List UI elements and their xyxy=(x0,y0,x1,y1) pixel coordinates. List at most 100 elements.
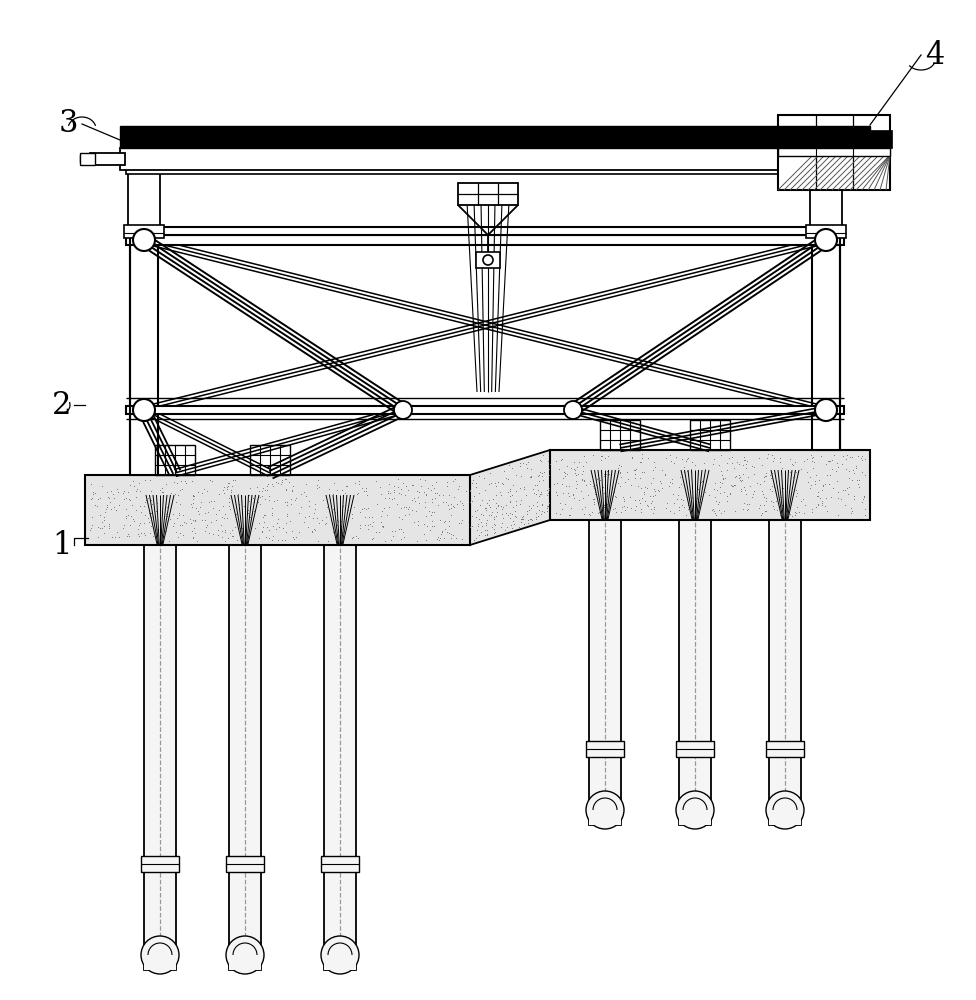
Point xyxy=(450,481,466,497)
Point xyxy=(766,479,782,495)
Point xyxy=(651,482,667,498)
Point xyxy=(201,494,217,510)
Point xyxy=(825,461,840,477)
Point xyxy=(454,512,469,528)
Point xyxy=(188,500,204,516)
Point xyxy=(218,533,233,549)
Point xyxy=(382,476,397,492)
Point xyxy=(435,487,451,503)
Point xyxy=(567,462,583,478)
Point xyxy=(170,487,185,503)
Point xyxy=(844,503,860,519)
Point xyxy=(578,499,593,515)
Point xyxy=(567,465,583,481)
Point xyxy=(264,476,280,492)
Point xyxy=(168,494,183,510)
Point xyxy=(288,529,304,545)
Point xyxy=(841,463,857,479)
Point xyxy=(486,509,502,525)
Point xyxy=(740,453,755,469)
Point xyxy=(246,494,262,510)
Point xyxy=(690,481,706,497)
Circle shape xyxy=(815,399,837,421)
Point xyxy=(500,519,515,535)
Point xyxy=(204,514,220,530)
Point xyxy=(684,489,700,505)
Point xyxy=(108,502,124,518)
Point xyxy=(143,509,159,525)
Point xyxy=(241,487,257,503)
Point xyxy=(488,508,504,524)
Point xyxy=(512,480,528,496)
Point xyxy=(466,472,481,488)
Point xyxy=(810,496,826,512)
Point xyxy=(209,512,224,528)
Point xyxy=(250,494,265,510)
Point xyxy=(514,508,530,524)
Point xyxy=(121,507,137,523)
Point xyxy=(115,520,131,536)
Point xyxy=(121,528,137,544)
Point xyxy=(807,473,823,489)
Point xyxy=(815,493,831,509)
Point xyxy=(691,494,707,510)
Point xyxy=(96,512,111,528)
Point xyxy=(568,480,584,496)
Point xyxy=(808,467,824,483)
Point xyxy=(758,493,774,509)
Point xyxy=(252,483,267,499)
Point xyxy=(441,501,457,517)
Point xyxy=(838,451,854,467)
Point xyxy=(755,486,771,502)
Point xyxy=(418,508,433,524)
Point xyxy=(540,485,555,501)
Point xyxy=(265,518,281,534)
Point xyxy=(582,473,597,489)
Point xyxy=(500,484,515,500)
Point xyxy=(551,506,567,522)
Point xyxy=(750,475,765,491)
Point xyxy=(96,518,111,534)
Point xyxy=(270,511,286,527)
Point xyxy=(533,506,549,522)
Point xyxy=(159,499,175,515)
Point xyxy=(518,487,534,503)
Point xyxy=(607,488,623,504)
Point xyxy=(772,454,788,470)
Point xyxy=(738,456,753,472)
Point xyxy=(410,517,426,533)
Point xyxy=(712,479,728,495)
Point xyxy=(130,521,145,537)
Point xyxy=(437,521,453,537)
Point xyxy=(588,482,603,498)
Point xyxy=(360,500,376,516)
Point xyxy=(600,448,616,464)
Point xyxy=(561,478,577,494)
Point xyxy=(549,505,564,521)
Circle shape xyxy=(133,229,155,251)
Point xyxy=(536,447,551,463)
Point xyxy=(424,507,439,523)
Point xyxy=(646,499,662,515)
Point xyxy=(481,507,497,523)
Point xyxy=(365,514,381,530)
Point xyxy=(208,506,224,522)
Circle shape xyxy=(141,936,179,974)
Point xyxy=(284,482,300,498)
Bar xyxy=(141,856,179,872)
Point xyxy=(563,500,579,516)
Point xyxy=(218,524,233,540)
Point xyxy=(258,482,273,498)
Point xyxy=(395,475,411,491)
Bar xyxy=(679,520,711,825)
Point xyxy=(646,501,662,517)
Point xyxy=(95,514,110,530)
Point xyxy=(709,493,724,509)
Point xyxy=(559,458,575,474)
Point xyxy=(593,448,609,464)
Point xyxy=(680,501,696,517)
Point xyxy=(453,493,468,509)
Point xyxy=(772,507,788,523)
Point xyxy=(118,490,134,506)
Point xyxy=(737,482,752,498)
